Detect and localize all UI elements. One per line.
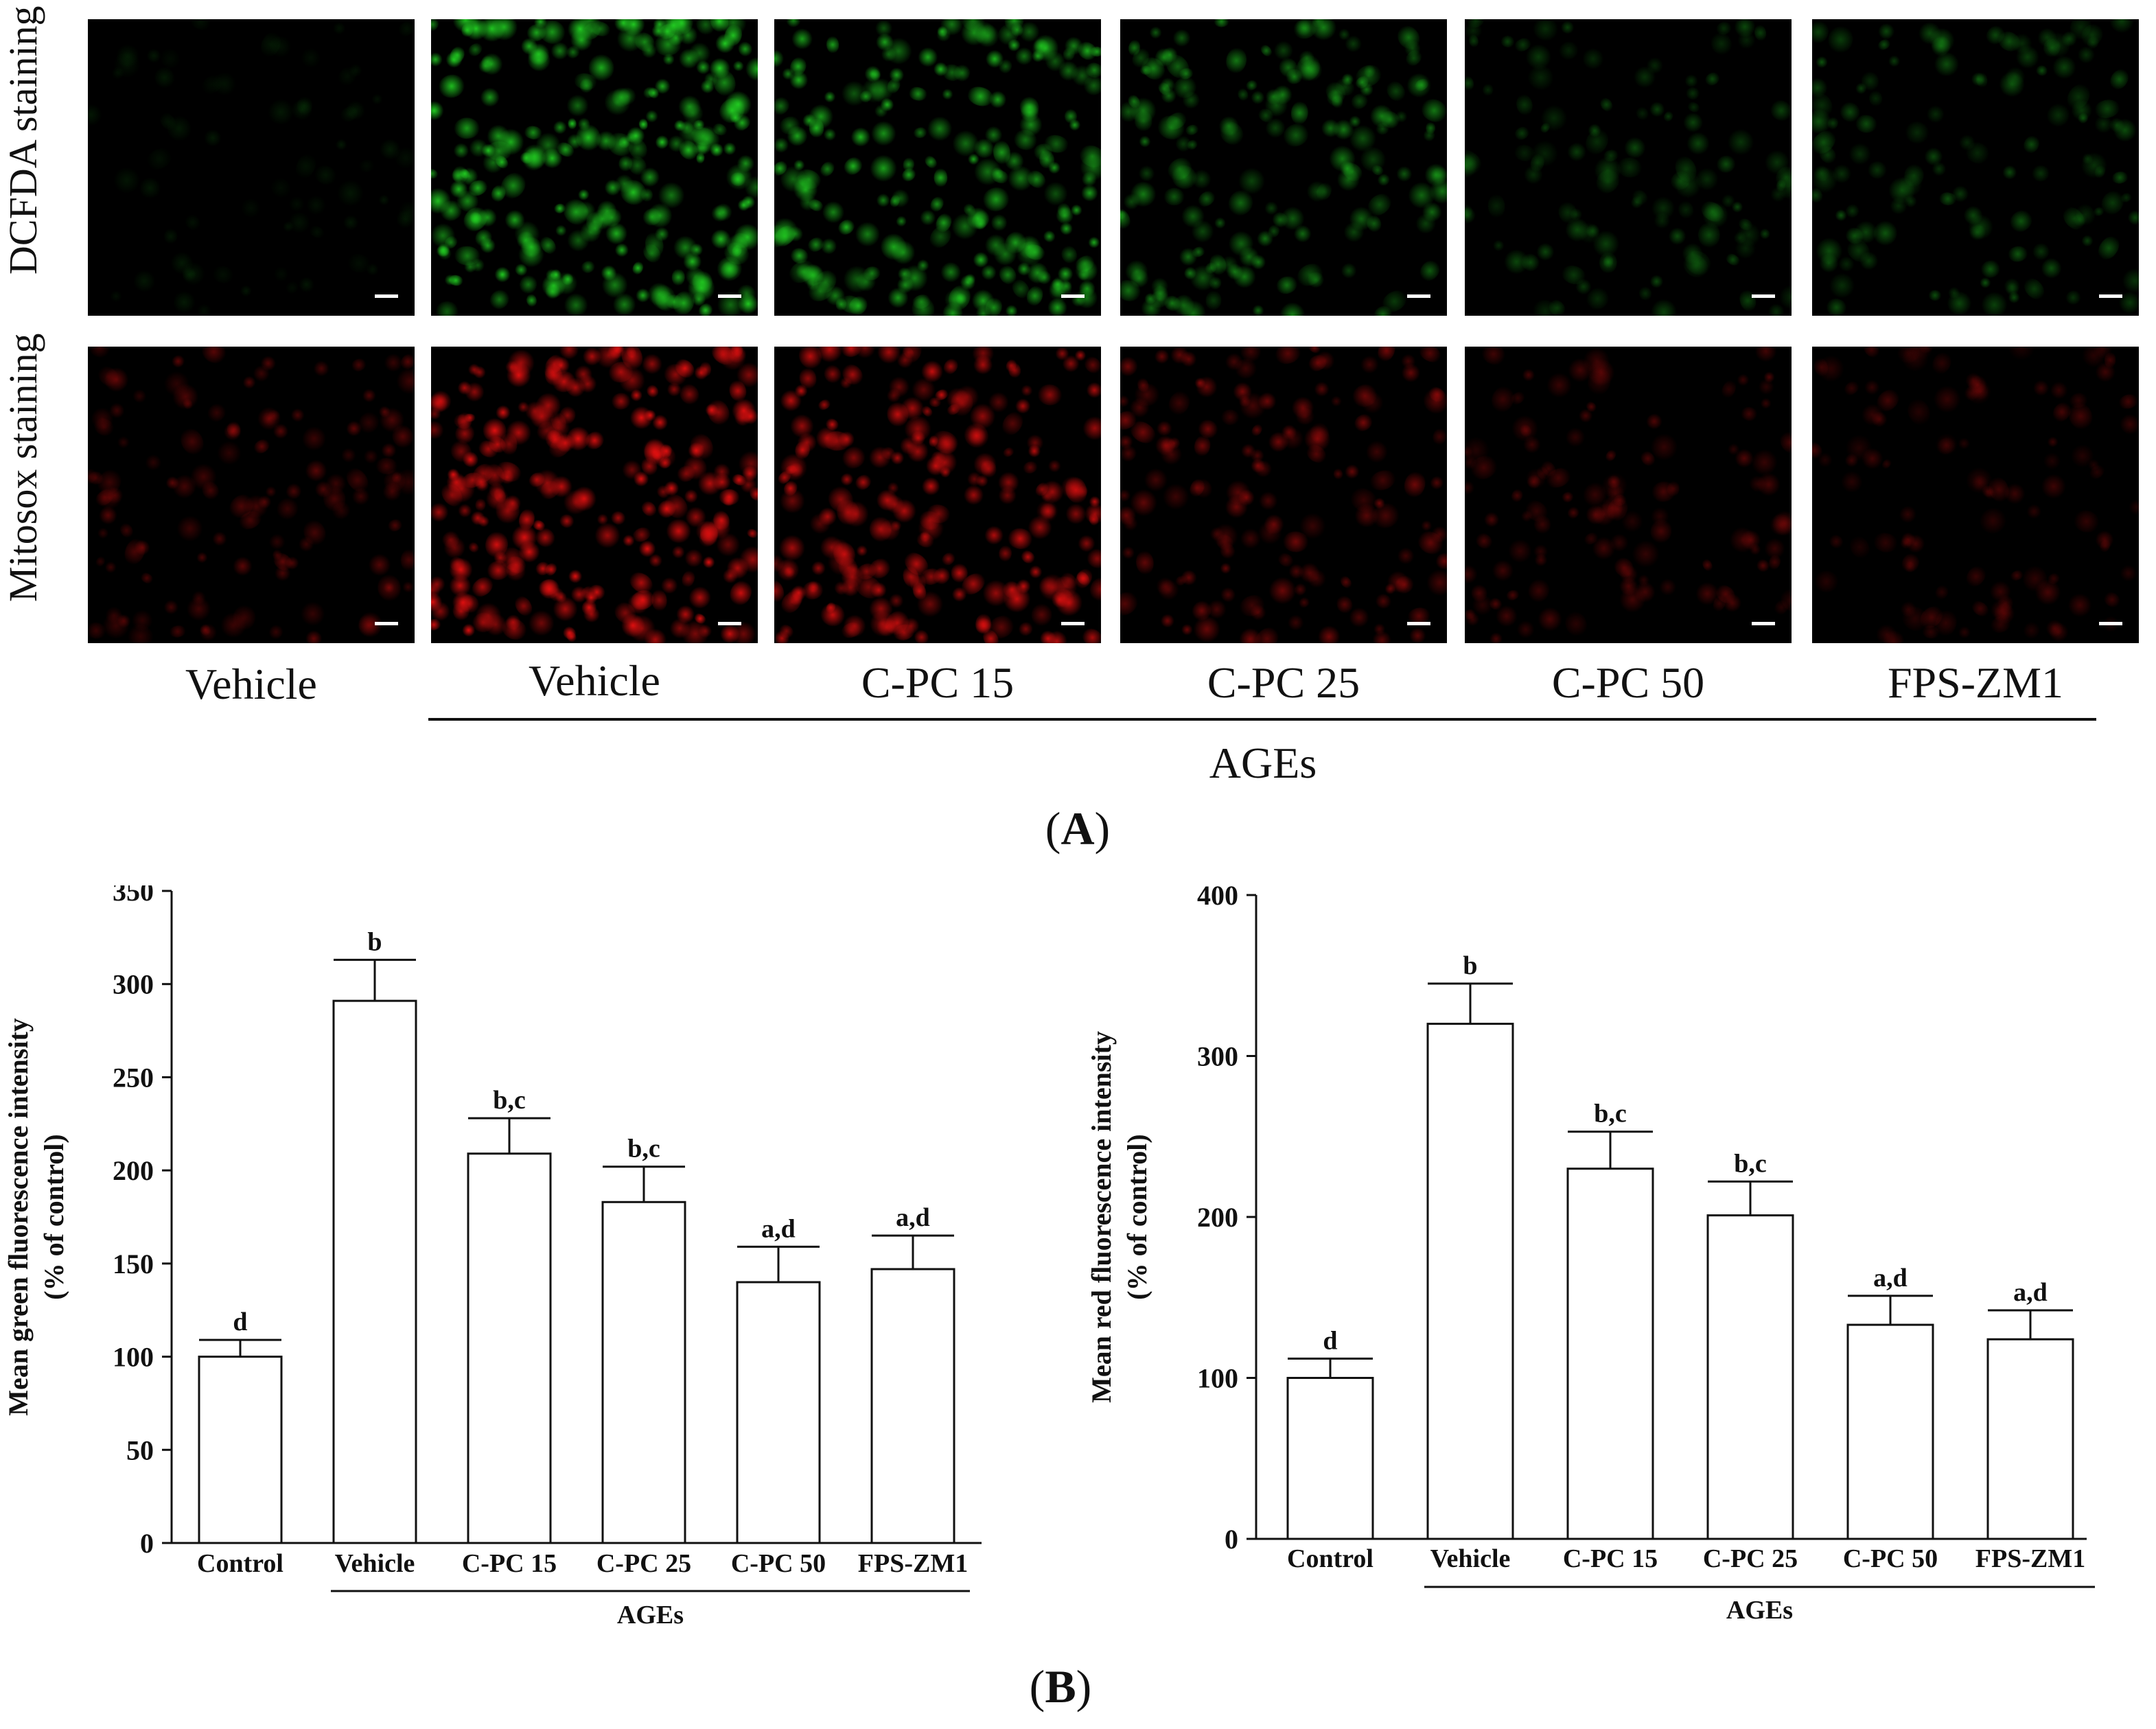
column-label-fpszm1: FPS-ZM1 bbox=[1887, 658, 2064, 707]
bar bbox=[1986, 1338, 2074, 1540]
y-axis-label: Mean red fluorescence intensity bbox=[1086, 1031, 1117, 1403]
scale-bar bbox=[2099, 622, 2122, 625]
ages-group-line bbox=[428, 718, 2096, 721]
column-label-cpc50: C-PC 50 bbox=[1551, 658, 1705, 707]
mitosox-image-2 bbox=[431, 347, 758, 643]
panel-a-label: (A) bbox=[1045, 802, 1111, 855]
y-tick-label: 200 bbox=[113, 1155, 154, 1186]
scale-bar bbox=[2099, 294, 2122, 298]
scale-bar bbox=[1752, 622, 1775, 625]
bar bbox=[1426, 1023, 1514, 1540]
mitosox-image-5 bbox=[1465, 347, 1792, 643]
panel-b-label-letter: B bbox=[1045, 1660, 1076, 1713]
mitosox-image-1 bbox=[88, 347, 415, 643]
significance-label: a,d bbox=[761, 1214, 796, 1243]
scale-bar bbox=[375, 622, 398, 625]
scale-bar bbox=[1061, 622, 1085, 625]
significance-label: a,d bbox=[896, 1203, 930, 1232]
significance-label: b,c bbox=[1594, 1100, 1627, 1128]
dcfda-image-6 bbox=[1812, 19, 2139, 316]
significance-label: b,c bbox=[493, 1086, 526, 1115]
ages-group-label: AGEs bbox=[1209, 739, 1317, 787]
y-tick-label: 300 bbox=[1197, 1041, 1238, 1072]
y-tick-label: 100 bbox=[113, 1342, 154, 1373]
bar bbox=[1566, 1168, 1654, 1540]
dcfda-image-3 bbox=[774, 19, 1101, 316]
significance-label: b bbox=[367, 927, 382, 956]
column-label-cpc15: C-PC 15 bbox=[861, 658, 1015, 707]
significance-label: d bbox=[233, 1308, 247, 1336]
scale-bar bbox=[1407, 622, 1430, 625]
bar bbox=[1286, 1377, 1374, 1540]
scale-bar bbox=[1061, 294, 1085, 298]
y-axis-label-unit: (% of control) bbox=[1122, 1134, 1152, 1299]
row-label-dcfda: DCFDA staining bbox=[1, 5, 45, 275]
bar bbox=[1846, 1323, 1934, 1540]
panel-b-label-open: ( bbox=[1030, 1660, 1045, 1713]
significance-label: a,d bbox=[1873, 1264, 1908, 1292]
dcfda-image-4 bbox=[1120, 19, 1447, 316]
scale-bar bbox=[718, 294, 741, 298]
significance-label: b,c bbox=[1734, 1149, 1767, 1178]
y-tick-label: 100 bbox=[1197, 1363, 1238, 1394]
y-tick-label: 50 bbox=[126, 1435, 154, 1465]
significance-label: b,c bbox=[627, 1135, 660, 1163]
y-axis-label-unit: (% of control) bbox=[38, 1134, 69, 1299]
y-tick-label: 0 bbox=[140, 1528, 154, 1559]
panel-b-label: (B) bbox=[1030, 1660, 1092, 1713]
bar bbox=[467, 1152, 552, 1544]
category-label: C-PC 50 bbox=[731, 1549, 826, 1578]
bar-charts: 0 50 100 150 200 250 300 350 Mean green fluoresc… bbox=[3, 885, 2095, 1713]
category-label: C-PC 25 bbox=[1703, 1544, 1798, 1573]
bar bbox=[601, 1200, 686, 1544]
ages-group-label: AGEs bbox=[1726, 1596, 1793, 1625]
mitosox-image-3 bbox=[774, 347, 1101, 643]
category-label: FPS-ZM1 bbox=[858, 1549, 968, 1578]
significance-label: b bbox=[1463, 951, 1477, 980]
category-label: Vehicle bbox=[1430, 1544, 1511, 1573]
column-label-cpc25: C-PC 25 bbox=[1207, 658, 1360, 707]
category-label: C-PC 15 bbox=[1563, 1544, 1658, 1573]
scale-bar bbox=[375, 294, 398, 298]
significance-label: d bbox=[1323, 1326, 1337, 1355]
scale-bar bbox=[1752, 294, 1775, 298]
category-label: C-PC 15 bbox=[462, 1549, 557, 1578]
dcfda-image-1 bbox=[88, 19, 415, 316]
column-label-control-vehicle: Vehicle bbox=[185, 660, 317, 708]
scale-bar bbox=[1407, 294, 1430, 298]
dcfda-image-5 bbox=[1465, 19, 1792, 316]
bar bbox=[198, 1356, 283, 1544]
panel-b-label-close: ) bbox=[1076, 1660, 1092, 1713]
y-tick-label: 400 bbox=[1197, 885, 1238, 911]
category-label: C-PC 50 bbox=[1843, 1544, 1938, 1573]
y-tick-label: 350 bbox=[113, 885, 154, 907]
y-tick-label: 0 bbox=[1225, 1524, 1238, 1555]
bar bbox=[870, 1268, 955, 1544]
scale-bar bbox=[718, 622, 741, 625]
category-label: Control bbox=[1287, 1544, 1373, 1573]
y-tick-label: 150 bbox=[113, 1249, 154, 1279]
dcfda-image-2 bbox=[431, 19, 758, 316]
bar bbox=[1706, 1214, 1794, 1540]
significance-label: a,d bbox=[2013, 1278, 2048, 1307]
y-tick-label: 200 bbox=[1197, 1202, 1238, 1233]
bar bbox=[332, 999, 417, 1544]
red-chart: 0 100 200 300 400 Mean red fluorescence inten… bbox=[1086, 885, 2095, 1625]
column-label-ages-vehicle: Vehicle bbox=[529, 656, 660, 705]
bar bbox=[736, 1281, 821, 1544]
ages-group-label: AGEs bbox=[617, 1601, 684, 1629]
category-label: C-PC 25 bbox=[596, 1549, 691, 1578]
mitosox-image-4 bbox=[1120, 347, 1447, 643]
panel-a: DCFDA staining Mitosox staining Vehicle … bbox=[1, 5, 2139, 855]
green-chart: 0 50 100 150 200 250 300 350 Mean green fluoresc… bbox=[3, 885, 982, 1629]
row-label-mitosox: Mitosox staining bbox=[1, 333, 45, 602]
category-label: Vehicle bbox=[335, 1549, 415, 1578]
y-tick-label: 250 bbox=[113, 1062, 154, 1093]
y-axis-label: Mean green fluorescence intensity bbox=[3, 1018, 34, 1416]
category-label: FPS-ZM1 bbox=[1975, 1544, 2085, 1573]
category-label: Control bbox=[197, 1549, 283, 1578]
y-tick-label: 300 bbox=[113, 969, 154, 1000]
mitosox-image-6 bbox=[1812, 347, 2139, 643]
